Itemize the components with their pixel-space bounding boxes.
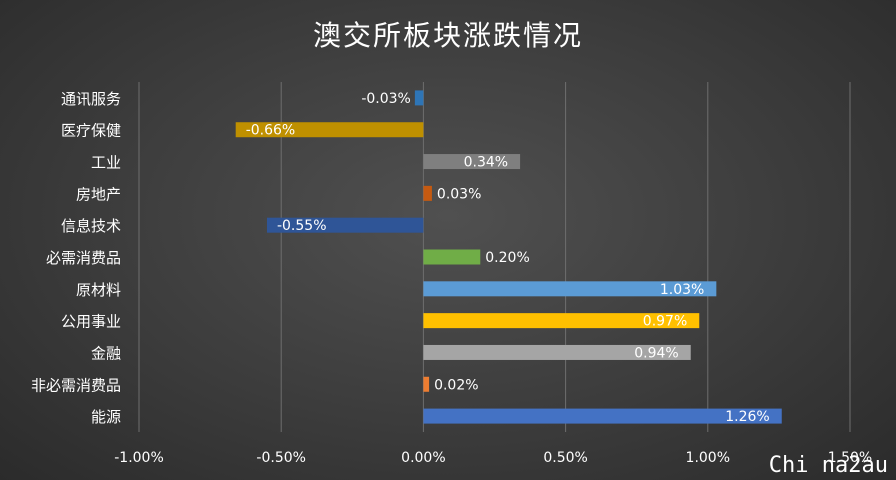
data-label: 0.34% (464, 155, 508, 171)
category-label: 公用事业 (61, 313, 121, 331)
bar (266, 217, 424, 233)
category-label: 工业 (91, 154, 121, 172)
bar (423, 185, 432, 201)
x-tick-label: -0.50% (256, 450, 306, 466)
bar (423, 344, 691, 360)
data-label: -0.55% (277, 218, 327, 234)
data-label: 1.03% (660, 282, 704, 298)
data-label: 0.03% (437, 186, 481, 202)
category-label: 能源 (91, 408, 121, 426)
data-label: 0.94% (634, 345, 678, 361)
bar (235, 122, 424, 138)
data-label: 0.97% (643, 314, 687, 330)
category-label: 非必需消费品 (31, 376, 121, 394)
watermark: Chi na2au (768, 453, 888, 478)
data-label: 0.20% (485, 250, 529, 266)
category-label: 信息技术 (61, 217, 121, 235)
x-tick-label: -1.00% (114, 450, 164, 466)
bar (423, 376, 430, 392)
data-label: -0.03% (361, 91, 411, 107)
data-label: -0.66% (246, 123, 296, 139)
bar (423, 154, 521, 170)
category-label: 金融 (91, 344, 121, 362)
chart-title: 澳交所板块涨跌情况 (312, 19, 583, 52)
category-label: 医疗保健 (61, 122, 121, 140)
x-tick-label: 0.00% (401, 450, 445, 466)
data-label: 0.02% (434, 377, 478, 393)
category-label: 原材料 (76, 281, 121, 299)
bar (423, 281, 717, 297)
x-tick-label: 1.50% (828, 450, 872, 466)
bar (423, 313, 700, 329)
category-label: 必需消费品 (46, 249, 121, 267)
category-label: 房地产 (76, 185, 121, 203)
data-label: 1.26% (725, 409, 769, 425)
bar (423, 408, 782, 424)
bar (423, 249, 481, 265)
x-tick-label: 1.00% (686, 450, 730, 466)
x-tick-label: 0.50% (543, 450, 587, 466)
bar (414, 90, 424, 106)
category-label: 通讯服务 (61, 90, 121, 108)
